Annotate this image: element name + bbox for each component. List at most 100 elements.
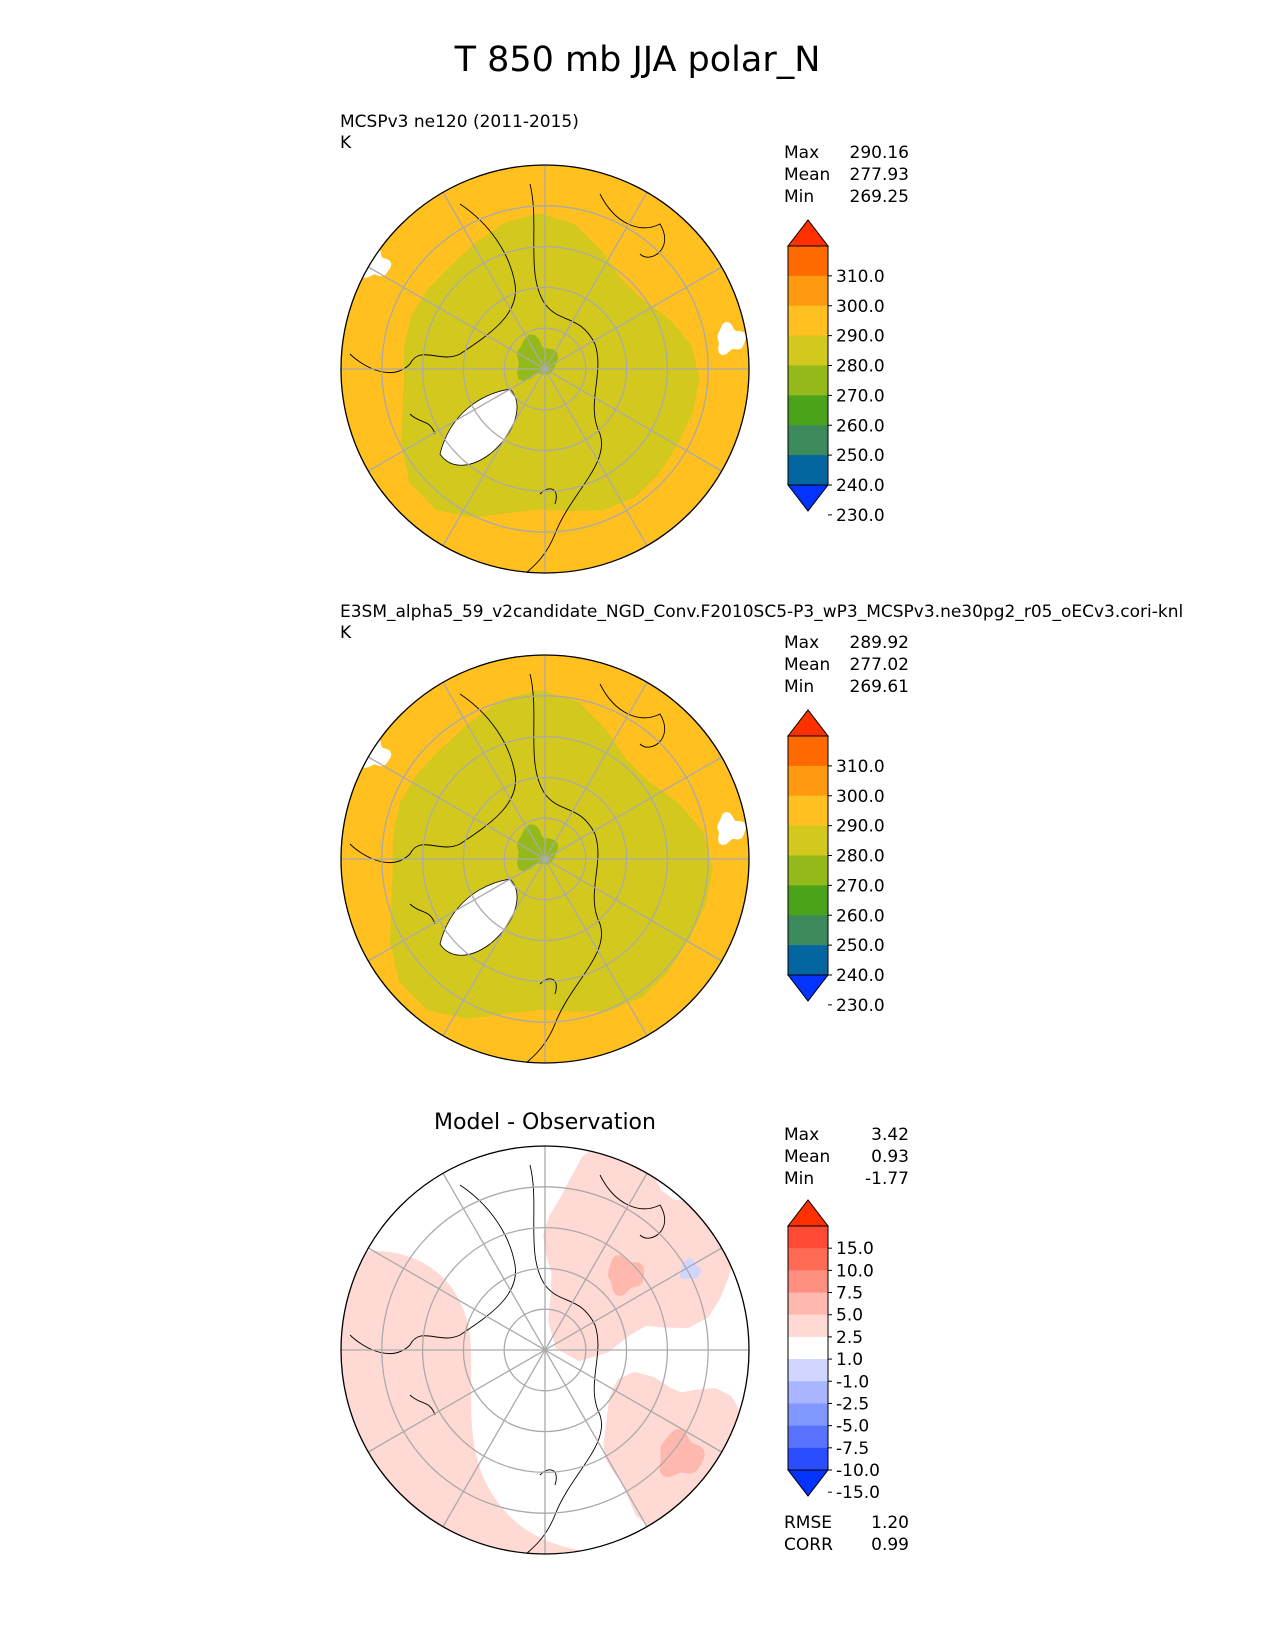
- colorbar-tick-label: 280.0: [836, 357, 885, 377]
- greenland-mask: [439, 878, 518, 956]
- panel2-colorbar: 310.0 300.0 290.0 280.0 270.0 260.0 250.0 240.0…: [786, 709, 885, 1016]
- colorbar-tick-label: -1.0: [836, 1372, 869, 1392]
- panel3-title: Model - Observation: [434, 1110, 656, 1135]
- colorbar-tick-label: 2.5: [836, 1328, 863, 1348]
- map-boundary: [340, 164, 750, 574]
- colorbar-tick-label: 260.0: [836, 416, 885, 436]
- stat-row-min: Min 269.25: [784, 187, 909, 207]
- coastline-siberia: [599, 1174, 666, 1239]
- negative-anomaly-spot: [679, 1258, 702, 1280]
- colorbar-tick-label: -15.0: [836, 1483, 880, 1503]
- stat-row-mean: Mean 0.93: [784, 1147, 909, 1167]
- colorbar-tick-label: 280.0: [836, 847, 885, 867]
- stat-row-mean: Mean 277.93: [784, 165, 909, 185]
- colorbar-segment: [788, 765, 828, 797]
- colorbar-tick-label: 1.0: [836, 1350, 863, 1370]
- colorbar-segment: [788, 335, 828, 366]
- colorbar-segment: [788, 1314, 828, 1338]
- colorbar-tick-label: 10.0: [836, 1261, 874, 1281]
- colorbar-segment: [788, 855, 828, 886]
- colorbar-segment: [788, 275, 828, 307]
- colorbar-segment: [788, 1425, 828, 1449]
- panel2-polar-map: [340, 654, 750, 1064]
- colorbar-extend-top: [786, 1199, 830, 1227]
- panel3-stats: Max 3.42 Mean 0.93 Min -1.77: [784, 1124, 909, 1190]
- panel1-colorbar: 310.0 300.0 290.0 280.0 270.0 260.0 250.0 240.0…: [786, 219, 885, 526]
- colorbar-tick-label: 7.5: [836, 1284, 863, 1304]
- colorbar-tick-label: 5.0: [836, 1306, 863, 1326]
- coastline-siberia: [599, 683, 666, 748]
- colorbar-tick-label: 230.0: [836, 996, 885, 1016]
- panel2-title: E3SM_alpha5_59_v2candidate_NGD_Conv.F201…: [340, 602, 1183, 644]
- colorbar-segment: [788, 795, 828, 827]
- stat-row-max: Max 3.42: [784, 1125, 909, 1145]
- colorbar-segment: [788, 1381, 828, 1404]
- colorbar-tick-label: -10.0: [836, 1461, 880, 1481]
- colorbar-segment: [788, 736, 828, 767]
- colorbar-extend-bottom: [786, 974, 830, 1002]
- colorbar-tick-label: 300.0: [836, 787, 885, 807]
- map-boundary: [340, 1145, 750, 1555]
- colorbar-extend-bottom: [786, 1469, 830, 1497]
- colorbar-tick-label: -5.0: [836, 1417, 869, 1437]
- high-terrain-mask: [717, 321, 746, 356]
- positive-anomaly-region: [341, 1250, 640, 1554]
- stat-row-mean: Mean 277.02: [784, 655, 909, 675]
- panel1-stats: Max 290.16 Mean 277.93 Min 269.25: [784, 142, 909, 208]
- colorbar-tick-label: 270.0: [836, 876, 885, 896]
- colorbar-segment: [788, 455, 828, 486]
- coastline-eurasia: [524, 1164, 602, 1554]
- colorbar-segment: [788, 1248, 828, 1271]
- longitude-line: [368, 756, 722, 962]
- colorbar-segment: [788, 246, 828, 277]
- coastline-north-america: [349, 693, 516, 863]
- colorbar-segment: [788, 1270, 828, 1294]
- colorbar-segment: [788, 945, 828, 976]
- colorbar-extend-bottom: [786, 484, 830, 512]
- coastline-eurasia: [524, 673, 602, 1063]
- colorbar-segment: [788, 305, 828, 337]
- panel3-polar-map: [340, 1145, 750, 1555]
- colorbar-segment: [788, 1292, 828, 1316]
- longitude-line: [368, 1247, 722, 1453]
- colorbar-tick-label: -2.5: [836, 1394, 869, 1414]
- panel3-colorbar: 15.010.0 7.55.02.51.0-1.0-2.5 -5.0-7.5-10.…: [786, 1199, 880, 1503]
- colorbar-tick-label: 300.0: [836, 297, 885, 317]
- positive-anomaly-core: [607, 1255, 645, 1297]
- colorbar-tick-label: 250.0: [836, 446, 885, 466]
- colorbar-segment: [788, 1447, 828, 1471]
- greenland-mask: [439, 388, 518, 466]
- colorbar-tick-label: -7.5: [836, 1439, 869, 1459]
- panel1-title-line1: MCSPv3 ne120 (2011-2015): [340, 112, 579, 132]
- map-boundary: [340, 654, 750, 1064]
- colorbar-segment: [788, 395, 828, 426]
- colorbar-tick-label: 15.0: [836, 1239, 874, 1259]
- colorbar-tick-label: 290.0: [836, 327, 885, 347]
- longitude-line: [368, 266, 722, 472]
- colorbar-segment: [788, 885, 828, 916]
- stat-row-max: Max 289.92: [784, 633, 909, 653]
- colorbar-segment: [788, 1226, 828, 1249]
- panel1-units: K: [340, 133, 352, 153]
- colorbar-tick-label: 260.0: [836, 906, 885, 926]
- coastline-siberia: [599, 193, 666, 258]
- colorbar-tick-label: 250.0: [836, 936, 885, 956]
- stat-row-max: Max 290.16: [784, 143, 909, 163]
- colorbar-extend-top: [786, 219, 830, 247]
- panel2-units: K: [340, 623, 352, 643]
- colorbar-segment: [788, 1359, 828, 1382]
- colorbar-tick-label: 310.0: [836, 757, 885, 777]
- colorbar-extend-top: [786, 709, 830, 737]
- colorbar-tick-label: 310.0: [836, 267, 885, 287]
- coastline-eurasia: [524, 183, 602, 573]
- colorbar-segment: [788, 1336, 828, 1360]
- metric-row-corr: CORR 0.99: [784, 1535, 909, 1555]
- coastline-north-america: [349, 203, 516, 373]
- colorbar-tick-label: 270.0: [836, 386, 885, 406]
- panel1-polar-map: [340, 164, 750, 574]
- high-terrain-mask: [717, 811, 746, 846]
- stat-row-min: Min 269.61: [784, 677, 909, 697]
- colorbar-tick-label: 230.0: [836, 506, 885, 526]
- colorbar-tick-label: 290.0: [836, 817, 885, 837]
- panel3-metrics: RMSE 1.20 CORR 0.99: [784, 1512, 909, 1556]
